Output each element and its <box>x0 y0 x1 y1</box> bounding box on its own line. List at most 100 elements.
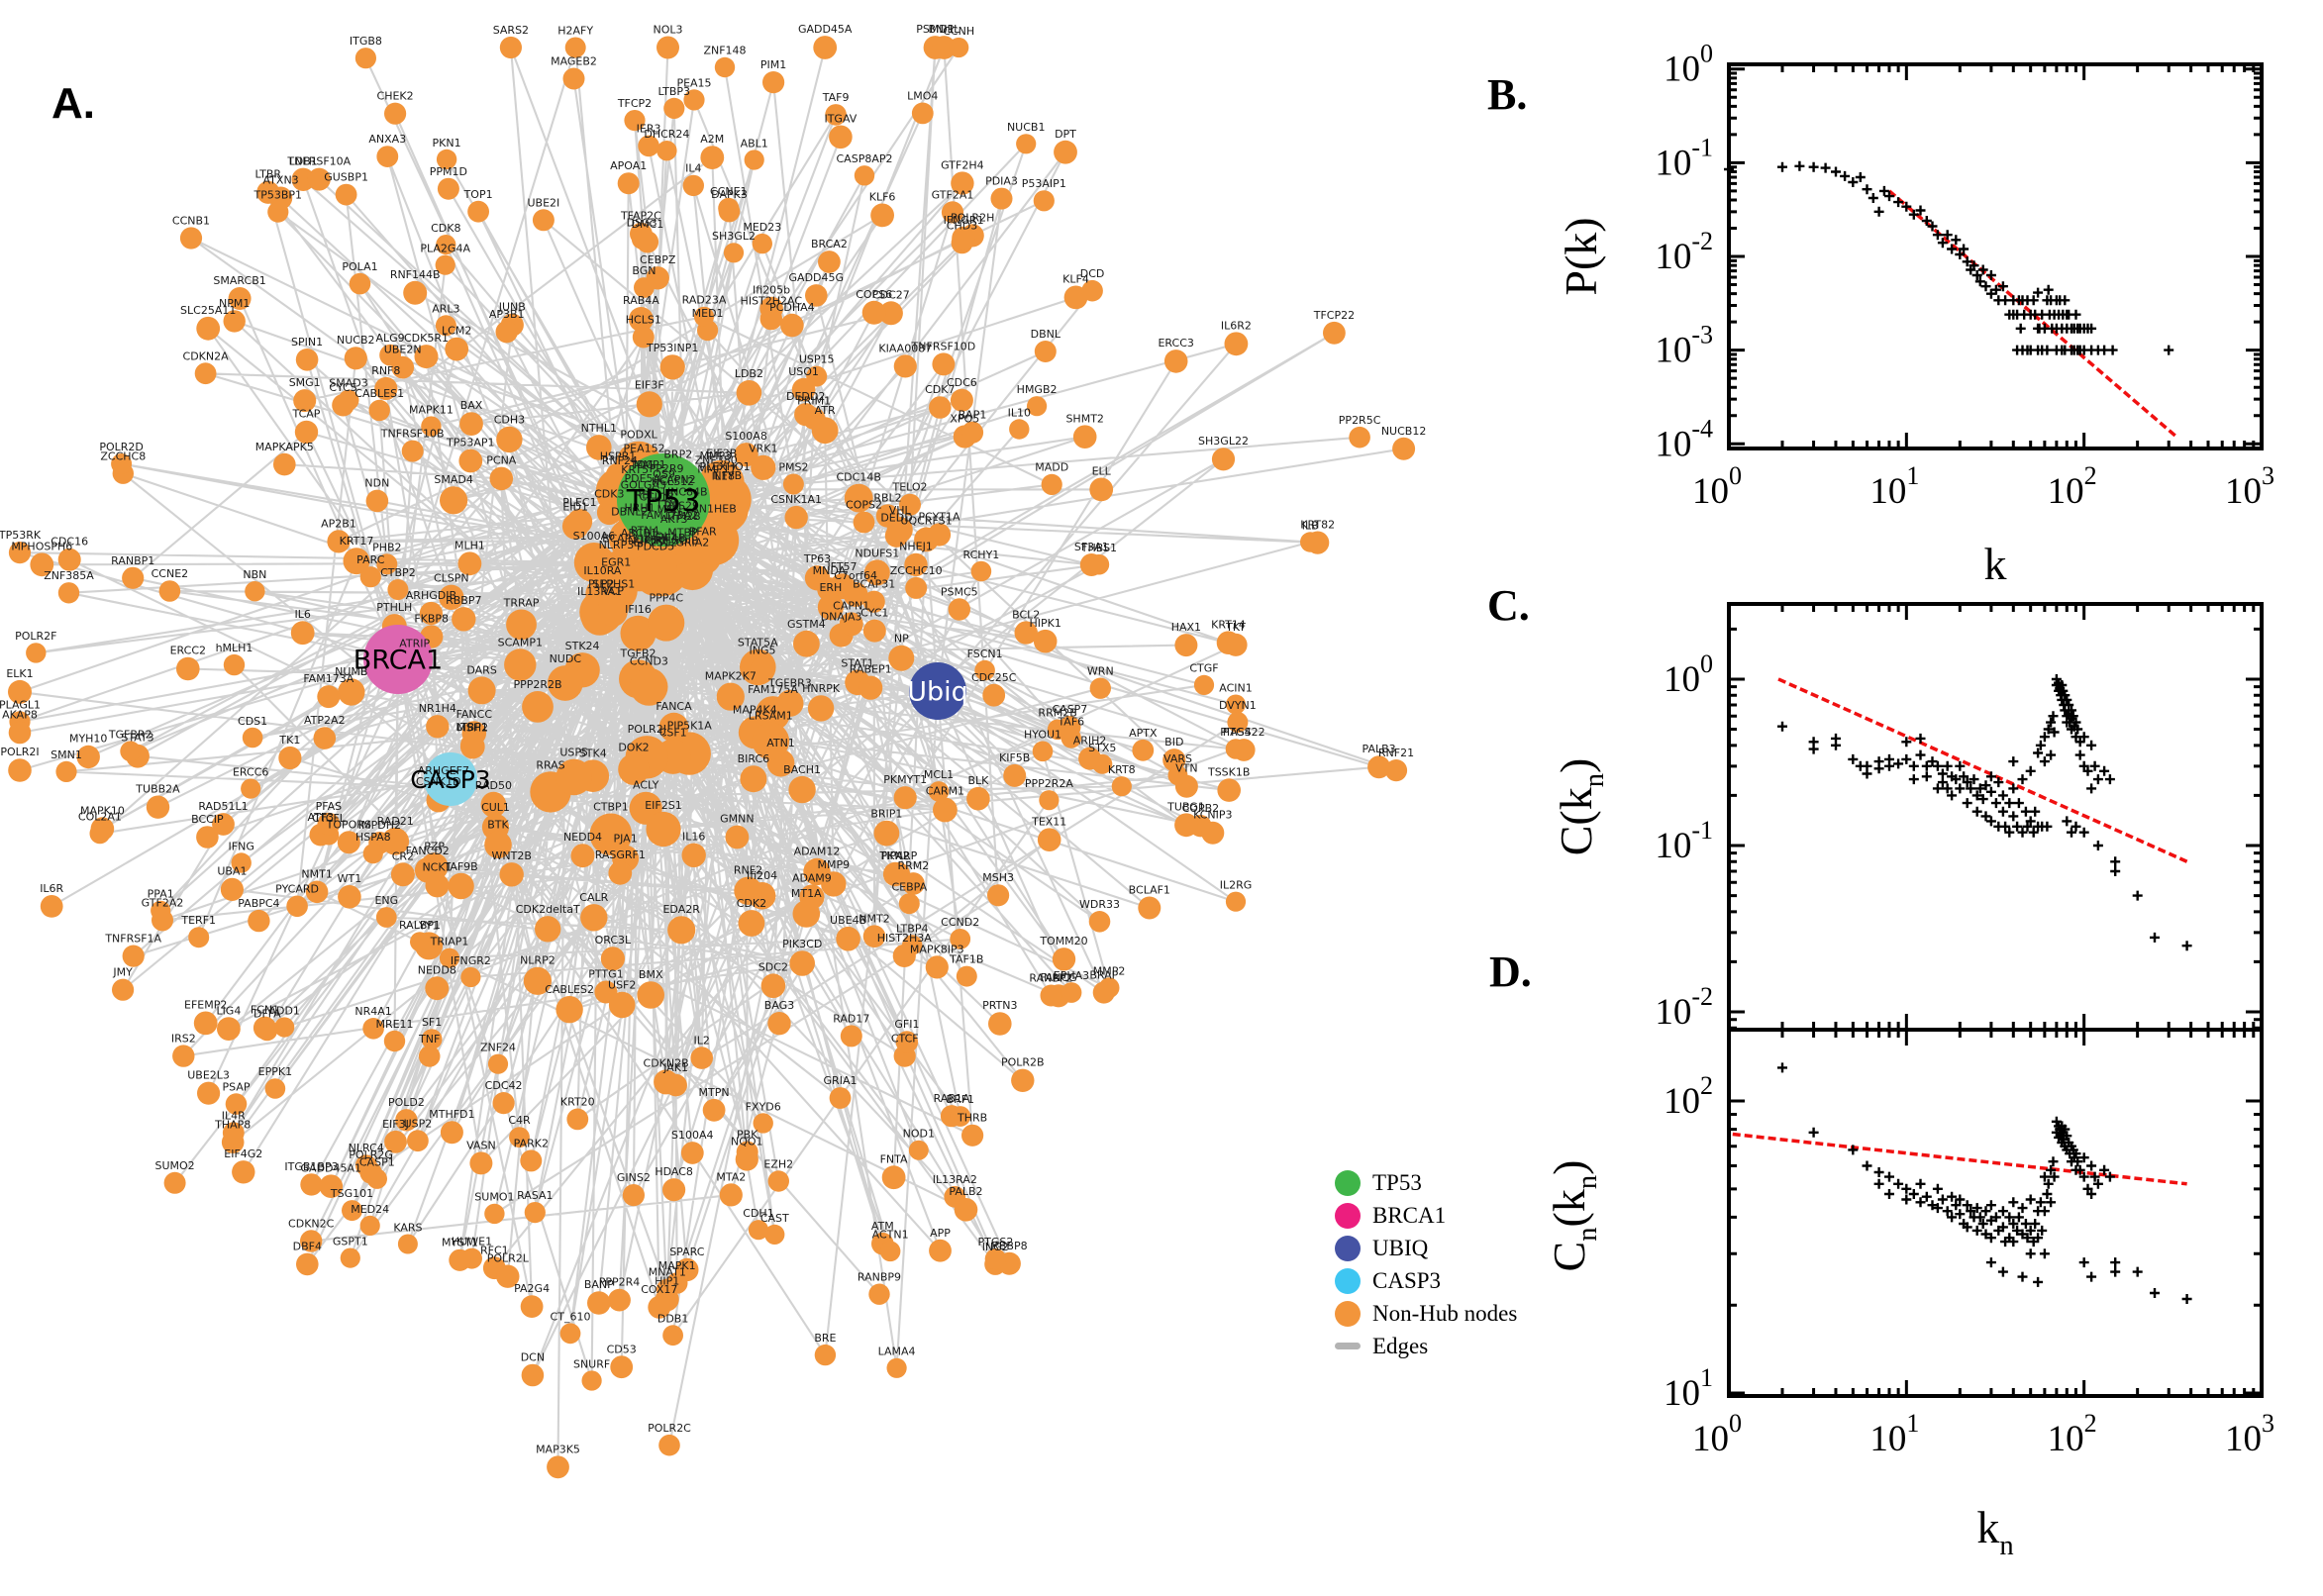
gene-node <box>750 656 775 682</box>
gene-node-label: LTBP3 <box>658 85 691 98</box>
gene-node <box>662 1178 686 1202</box>
gene-node <box>8 721 32 745</box>
gene-node <box>296 1252 319 1276</box>
gene-node <box>547 665 583 701</box>
gene-node <box>682 174 704 197</box>
gene-node-label: WNT2B <box>492 849 532 862</box>
gene-node <box>646 266 669 290</box>
gene-node-label: S100A6 <box>573 530 616 543</box>
gene-node <box>881 1165 906 1190</box>
gene-node-label: TAF9B <box>443 860 477 873</box>
nonhub-nodes <box>8 36 1416 1479</box>
gene-node <box>457 551 482 576</box>
gene-node <box>445 337 469 361</box>
gene-node <box>628 307 654 332</box>
gene-node <box>681 843 706 867</box>
gene-node <box>1034 341 1057 362</box>
gene-node-label: PPM1D <box>430 165 467 178</box>
gene-node-label: DBNL <box>1031 328 1061 341</box>
gene-node-label: ING5 <box>750 645 776 657</box>
gene-node-label: UBE4B <box>830 914 866 927</box>
gene-node-label: CDKN2A <box>183 349 230 362</box>
gene-node-label: BCL2 <box>1012 608 1040 621</box>
gene-node-label: DFFA <box>253 1008 281 1021</box>
gene-node <box>893 354 917 378</box>
gene-node-label: PDCD5 <box>637 540 674 552</box>
gene-node <box>338 885 361 909</box>
gene-node-label: NHEJ1 <box>899 541 933 553</box>
gene-node <box>892 944 916 968</box>
gene-node <box>248 909 270 933</box>
gene-node-label: EID1 <box>562 500 588 513</box>
gene-node-label: RNF2 <box>734 864 762 877</box>
gene-node-label: MAP3K5 <box>536 1443 580 1455</box>
gene-node <box>840 1025 862 1047</box>
gene-node <box>807 695 835 722</box>
gene-node <box>951 171 974 195</box>
gene-node-label: PABPC4 <box>238 897 279 910</box>
gene-node <box>111 453 133 474</box>
gene-node <box>362 1018 384 1040</box>
gene-node-label: SCAMP1 <box>498 636 543 648</box>
gene-node-label: MMP17 <box>697 462 737 475</box>
gene-node <box>499 36 522 59</box>
gene-node <box>480 791 507 818</box>
gene-node-label: BTK <box>487 818 509 831</box>
gene-node-label: DNAJA3 <box>821 611 862 624</box>
gene-node <box>383 1030 406 1052</box>
gene-node-label: LMO4 <box>907 90 938 103</box>
gene-node-label: HRH1 <box>625 502 656 515</box>
gene-node-label: ALG9 <box>376 332 405 345</box>
gene-node-label: MTBP <box>667 526 698 539</box>
gene-node-label: KRT17 <box>340 535 374 548</box>
gene-node <box>228 287 252 310</box>
gene-node-label: RASA1 <box>517 1189 553 1202</box>
gene-node-label: HIST2H2AC <box>741 295 803 308</box>
gene-node-label: RAD21 <box>377 815 414 828</box>
gene-node-label: GFI1 <box>894 1018 919 1031</box>
gene-node-label: CDC42 <box>485 1079 523 1092</box>
gene-node <box>176 656 200 681</box>
gene-node <box>122 945 145 967</box>
gene-node <box>437 177 459 200</box>
gene-node-label: FANCA <box>656 700 692 713</box>
gene-node <box>223 653 246 676</box>
gene-node-label: PA2G4 <box>514 1282 550 1295</box>
gene-node <box>868 1283 890 1305</box>
gene-node-label: TNF <box>418 1033 440 1046</box>
gene-node-label: PBK <box>737 1129 758 1142</box>
gene-node-label: SHMT2 <box>1065 412 1103 425</box>
gene-node-label: KCNIP3 <box>1193 809 1232 822</box>
gene-node <box>961 1124 984 1147</box>
gene-node-label: CDC27 <box>872 288 910 301</box>
gene-node <box>700 146 725 170</box>
gene-node-label: CARM1 <box>926 785 964 798</box>
gene-node-label: ATP2A2 <box>304 714 346 727</box>
gene-node-label: HAX1 <box>1171 621 1201 634</box>
gene-node <box>225 1093 248 1115</box>
gene-node <box>748 1220 769 1241</box>
gene-node <box>194 362 217 385</box>
gene-node <box>1059 716 1081 739</box>
gene-node <box>631 229 653 249</box>
gene-node-label: TAF6 <box>1057 715 1084 728</box>
gene-node <box>844 483 873 513</box>
gene-node <box>381 827 410 855</box>
gene-node-label: ADAM9 <box>792 871 832 884</box>
gene-node-label: CTCFL <box>312 812 347 825</box>
gene-node <box>780 313 804 338</box>
gene-node-label: MTPN <box>699 1086 730 1099</box>
gene-node <box>948 598 970 621</box>
gene-node-label: ADAM12 <box>794 846 841 858</box>
gene-node <box>499 862 524 887</box>
gene-node-label: COPS2 <box>846 499 882 512</box>
gene-node-label: PP2R5C <box>1339 414 1381 427</box>
gene-node-label: TUBG1 <box>1166 800 1205 813</box>
gene-node-label: CDK2 <box>737 897 766 910</box>
gene-node-label: PP2R9 <box>650 462 684 475</box>
gene-node <box>256 180 280 204</box>
gene-node-label: USP5 <box>559 747 588 759</box>
gene-node <box>307 167 331 191</box>
gene-node <box>1227 712 1249 733</box>
gene-node-label: STAT1 <box>841 657 873 670</box>
